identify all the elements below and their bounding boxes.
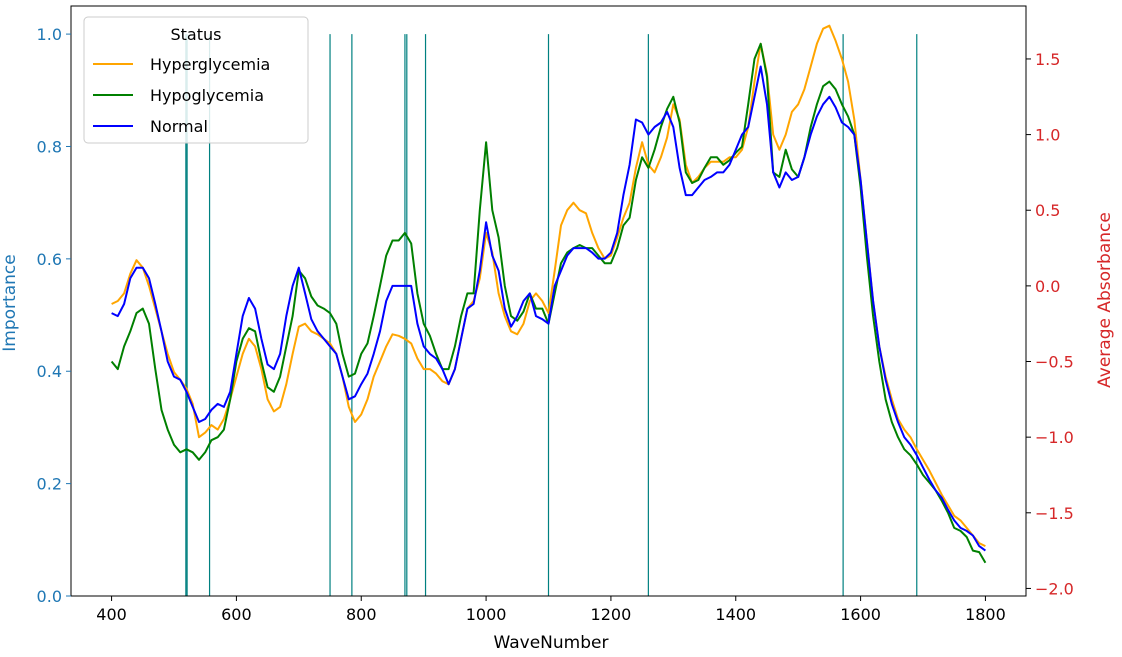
x-tick-label: 1400 — [715, 605, 756, 624]
y-right-tick-label: 0.5 — [1035, 201, 1060, 220]
y-axis-left-title: Importance — [0, 254, 20, 351]
x-tick-label: 1000 — [466, 605, 507, 624]
y-right-tick-label: −0.5 — [1035, 353, 1074, 372]
x-tick-label: 1200 — [591, 605, 632, 624]
series-line-hyperglycemia — [111, 24, 986, 548]
x-tick-label: 1600 — [840, 605, 881, 624]
legend: Status Hyperglycemia Hypoglycemia Normal — [83, 16, 309, 144]
y-left-tick-label: 0.4 — [37, 362, 62, 381]
y-axis-right: −2.0 −1.5 −1.0 −0.5 0.0 0.5 1.0 1.5 — [1026, 50, 1074, 598]
y-right-tick-label: −1.0 — [1035, 428, 1074, 447]
y-left-tick-label: 1.0 — [37, 25, 62, 44]
legend-label: Normal — [150, 117, 208, 136]
y-axis-right-title: Average Absorbance — [1095, 212, 1115, 388]
y-right-tick-label: 0.0 — [1035, 277, 1060, 296]
series-lines — [110, 24, 987, 564]
plot-frame — [70, 5, 1027, 597]
x-tick-label: 1800 — [965, 605, 1006, 624]
y-left-tick-label: 0.0 — [37, 587, 62, 606]
importance-bars — [185, 34, 918, 596]
x-tick-label: 800 — [346, 605, 377, 624]
y-right-tick-label: −2.0 — [1035, 579, 1074, 598]
x-tick-label: 400 — [96, 605, 127, 624]
y-right-tick-label: −1.5 — [1035, 504, 1074, 523]
y-left-tick-label: 0.6 — [37, 250, 62, 269]
series-line-normal — [111, 65, 986, 552]
y-right-tick-label: 1.5 — [1035, 50, 1060, 69]
x-tick-label: 600 — [221, 605, 252, 624]
legend-label: Hyperglycemia — [150, 55, 270, 74]
legend-label: Hypoglycemia — [150, 86, 264, 105]
y-right-tick-label: 1.0 — [1035, 126, 1060, 145]
y-left-tick-label: 0.2 — [37, 475, 62, 494]
legend-box — [83, 16, 309, 144]
legend-entries: Hyperglycemia Hypoglycemia Normal — [93, 55, 270, 136]
y-left-tick-label: 0.8 — [37, 137, 62, 156]
y-axis-left: 0.0 0.2 0.4 0.6 0.8 1.0 — [37, 25, 71, 606]
legend-title: Status — [171, 25, 222, 44]
x-axis-title: WaveNumber — [494, 633, 609, 653]
x-axis: 400 600 800 1000 1200 1400 1600 1800 — [96, 596, 1006, 624]
